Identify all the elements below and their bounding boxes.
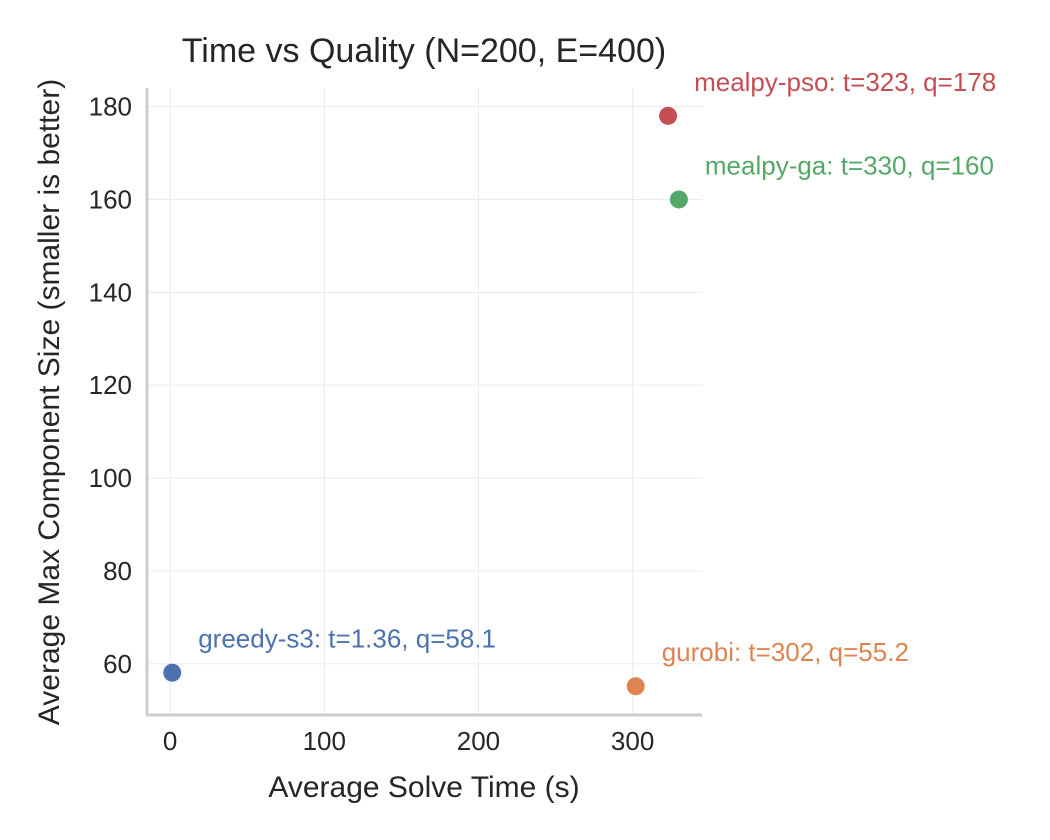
point-label: greedy-s3: t=1.36, q=58.1 [198, 624, 496, 654]
y-tick-labels: 60 80 100 120 140 160 180 [89, 92, 132, 679]
y-tick-label: 180 [89, 92, 132, 122]
y-axis-title: Average Max Component Size (smaller is b… [33, 79, 66, 725]
y-tick-label: 80 [103, 556, 132, 586]
data-points [163, 106, 688, 696]
grid [147, 88, 702, 715]
point-label: mealpy-ga: t=330, q=160 [705, 150, 994, 180]
x-axis-title: Average Solve Time (s) [268, 771, 579, 804]
point-label: gurobi: t=302, q=55.2 [662, 637, 909, 667]
y-tick-label: 160 [89, 184, 132, 214]
x-tick-label: 300 [611, 726, 654, 756]
chart-title: Time vs Quality (N=200, E=400) [182, 32, 666, 70]
point-labels: greedy-s3: t=1.36, q=58.1 gurobi: t=302, … [198, 67, 996, 667]
x-tick-label: 200 [457, 726, 500, 756]
x-tick-labels: 0 100 200 300 [163, 726, 654, 756]
data-point [669, 190, 688, 209]
data-point [163, 663, 182, 682]
y-tick-label: 60 [103, 649, 132, 679]
y-tick-label: 100 [89, 463, 132, 493]
x-tick-label: 100 [303, 726, 346, 756]
data-point [626, 677, 645, 696]
point-label: mealpy-pso: t=323, q=178 [694, 67, 996, 97]
y-tick-label: 140 [89, 277, 132, 307]
y-tick-label: 120 [89, 370, 132, 400]
x-tick-label: 0 [163, 726, 177, 756]
data-point [659, 106, 678, 125]
